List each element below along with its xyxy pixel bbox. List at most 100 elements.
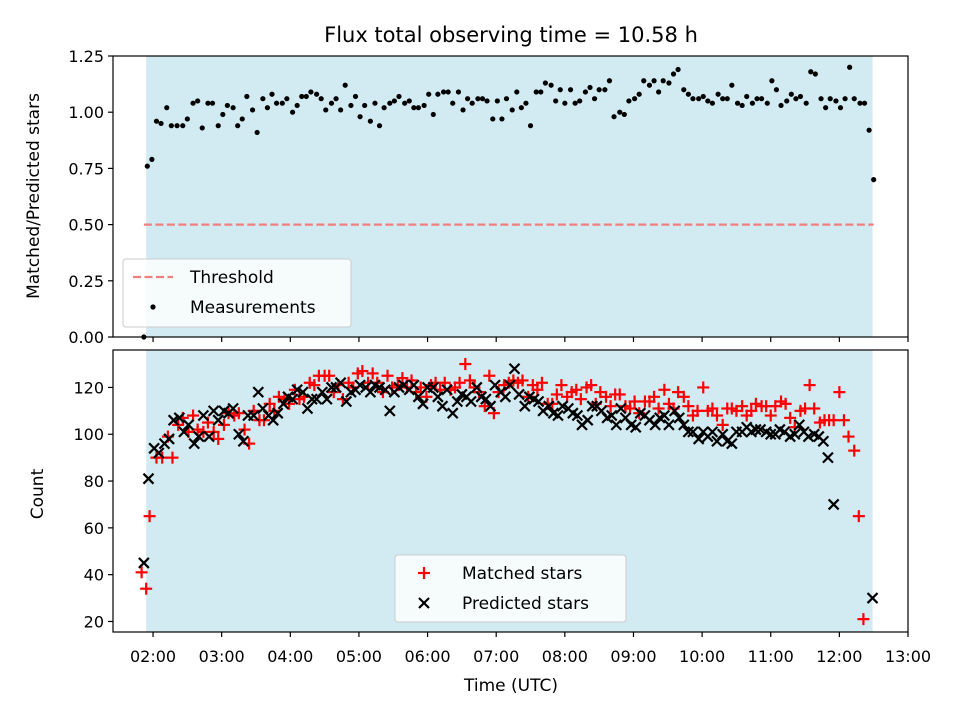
- measurement-point: [362, 102, 368, 109]
- measurement-point: [567, 87, 574, 93]
- matched-star-point: [803, 379, 816, 392]
- matched-star-point: [263, 397, 276, 410]
- measurement-point: [484, 98, 490, 104]
- matched-star-point: [745, 404, 758, 417]
- measurement-point: [636, 91, 642, 97]
- measurement-point: [376, 123, 383, 129]
- measurement-point: [764, 100, 770, 106]
- x-tick-label: 11:00: [748, 647, 794, 666]
- predicted-star-point: [188, 437, 200, 450]
- predicted-star-point: [764, 428, 777, 441]
- ratio-y-tick-label: 0.50: [68, 216, 104, 235]
- predicted-star-point: [233, 428, 245, 441]
- measurement-point: [435, 91, 441, 97]
- matched-star-point: [550, 388, 563, 401]
- x-tick-label: 06:00: [405, 647, 451, 666]
- matched-star-point: [143, 510, 156, 523]
- measurement-point: [769, 78, 775, 84]
- measurement-point: [273, 100, 280, 106]
- predicted-star-point: [297, 386, 309, 398]
- predicted-star-point: [408, 379, 420, 391]
- predicted-star-point: [432, 391, 444, 403]
- measurement-point: [617, 109, 623, 115]
- predicted-star-point: [610, 419, 623, 431]
- measurement-point: [381, 105, 387, 111]
- measurement-point: [827, 96, 833, 102]
- legend-measurements-swatch: [150, 304, 156, 310]
- measurement-point: [833, 98, 839, 104]
- matched-star-point: [716, 418, 729, 431]
- matched-star-point: [140, 582, 153, 595]
- matched-star-point: [308, 379, 321, 392]
- measurement-point: [866, 127, 872, 133]
- matched-star-point: [535, 376, 548, 389]
- matched-star-point: [531, 383, 544, 396]
- measurement-point: [803, 100, 809, 106]
- matched-star-point: [459, 358, 472, 371]
- measurement-point: [837, 105, 844, 111]
- predicted-star-point: [484, 400, 497, 412]
- predicted-star-point: [441, 384, 453, 396]
- measurement-point: [591, 96, 598, 102]
- predicted-star-point: [629, 421, 642, 434]
- matched-star-point: [837, 414, 850, 427]
- measurement-point: [430, 111, 436, 118]
- predicted-star-point: [788, 428, 801, 441]
- measurement-point: [651, 78, 657, 84]
- measurement-point: [823, 105, 829, 111]
- predicted-star-point: [142, 472, 155, 485]
- predicted-star-point: [321, 393, 333, 405]
- count-y-tick-label: 60: [84, 519, 104, 538]
- measurement-point: [724, 96, 730, 102]
- matched-star-point: [212, 432, 225, 445]
- x-tick-label: 10:00: [679, 647, 725, 666]
- measurement-point: [348, 102, 354, 109]
- measurement-point: [670, 71, 677, 77]
- matched-star-point: [217, 418, 230, 431]
- matched-star-point: [473, 386, 486, 399]
- matched-star-point: [784, 411, 797, 424]
- predicted-star-point: [203, 430, 215, 443]
- matched-star-point: [570, 383, 583, 396]
- measurement-point: [611, 114, 617, 120]
- measurement-point: [445, 89, 451, 95]
- measurement-point: [788, 91, 794, 97]
- measurement-point: [656, 89, 662, 95]
- measurement-point: [180, 123, 186, 129]
- predicted-star-point: [504, 379, 516, 391]
- predicted-star-point: [436, 400, 449, 412]
- matched-star-point: [697, 381, 710, 394]
- predicted-star-point: [451, 395, 464, 408]
- measurement-point: [426, 91, 432, 97]
- measurement-point: [812, 71, 818, 77]
- measurement-point: [596, 87, 602, 93]
- measurement-point: [527, 123, 534, 129]
- measurement-point: [572, 100, 578, 106]
- measurement-point: [303, 93, 309, 100]
- x-tick-label: 03:00: [199, 647, 245, 666]
- measurement-point: [415, 105, 422, 111]
- measurement-point: [318, 96, 324, 102]
- predicted-star-point: [212, 414, 225, 426]
- measurement-point: [842, 96, 848, 102]
- measurement-point: [553, 98, 559, 104]
- matched-star-point: [852, 510, 865, 523]
- measurement-point: [342, 82, 348, 88]
- predicted-star-point: [207, 405, 220, 417]
- measurement-point: [199, 125, 205, 131]
- measurement-point: [411, 105, 417, 111]
- predicted-star-point: [152, 447, 165, 459]
- predicted-star-point: [138, 557, 150, 569]
- measurement-point: [264, 105, 271, 111]
- measurement-point: [709, 100, 715, 106]
- matched-star-point: [516, 374, 529, 387]
- matched-star-point: [827, 414, 840, 427]
- measurement-point: [632, 96, 638, 102]
- matched-star-point: [288, 383, 301, 396]
- measurement-point: [158, 120, 164, 127]
- measurement-point: [518, 105, 524, 111]
- matched-star-point: [808, 402, 821, 415]
- matched-star-point: [453, 376, 466, 389]
- measurement-point: [479, 96, 486, 102]
